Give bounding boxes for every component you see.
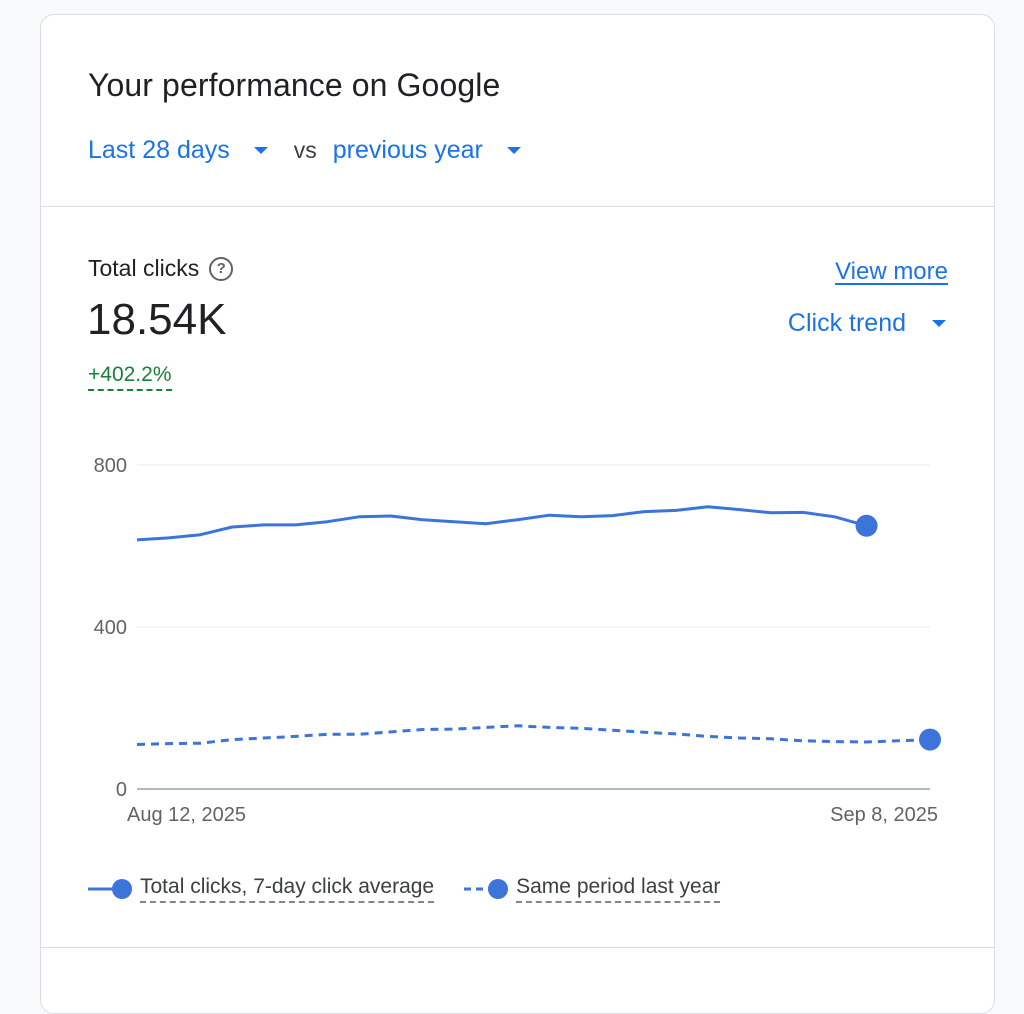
compare-dropdown[interactable]: previous year [333,136,521,165]
metric-value: 18.54K [87,295,227,344]
date-range-label: Last 28 days [88,135,230,164]
click-trend-label: Click trend [787,309,906,337]
metric-change-badge[interactable]: +402.2% [88,363,172,391]
performance-card: Your performance on Google Last 28 days … [40,14,995,1014]
date-range-row: Last 28 days vs previous year [88,133,521,167]
help-circle-icon[interactable]: ? [209,256,234,281]
chevron-down-icon [253,146,268,154]
card-header: Your performance on Google Last 28 days … [41,15,994,207]
date-range-dropdown[interactable]: Last 28 days [88,136,268,165]
x-tick-label-start: Aug 12, 2025 [127,804,246,826]
click-trend-chart: 0 400 800 Aug 12, 2025 Sep 8, 2025 [94,455,941,826]
chart-legend: Total clicks, 7-day click average Same p… [88,875,750,903]
metric-label-text: Total clicks [88,255,200,281]
y-tick-label: 400 [94,617,127,639]
legend-item-last-year[interactable]: Same period last year [464,875,721,903]
x-tick-label-end: Sep 8, 2025 [830,804,938,826]
legend-solid-line-icon [88,879,132,899]
legend-label-total-clicks: Total clicks, 7-day click average [140,875,435,903]
view-more-link[interactable]: View more [835,258,948,285]
card-title: Your performance on Google [88,67,501,103]
legend-label-last-year: Same period last year [516,875,721,903]
chevron-down-icon [506,146,521,154]
chevron-down-icon [932,320,946,327]
series-line-0 [136,505,868,542]
vs-label: vs [293,136,317,163]
series-end-point-0 [855,514,878,537]
legend-item-total-clicks[interactable]: Total clicks, 7-day click average [88,875,435,903]
card-divider [41,947,994,948]
series-end-point-1 [919,728,941,751]
y-tick-label: 0 [116,779,127,801]
y-tick-label: 800 [94,455,127,477]
legend-dashed-line-icon [464,879,509,899]
click-trend-dropdown[interactable]: Click trend [788,309,946,338]
compare-label: previous year [332,135,483,164]
metric-label: Total clicks ? [88,255,234,282]
series-line-1 [136,724,931,746]
